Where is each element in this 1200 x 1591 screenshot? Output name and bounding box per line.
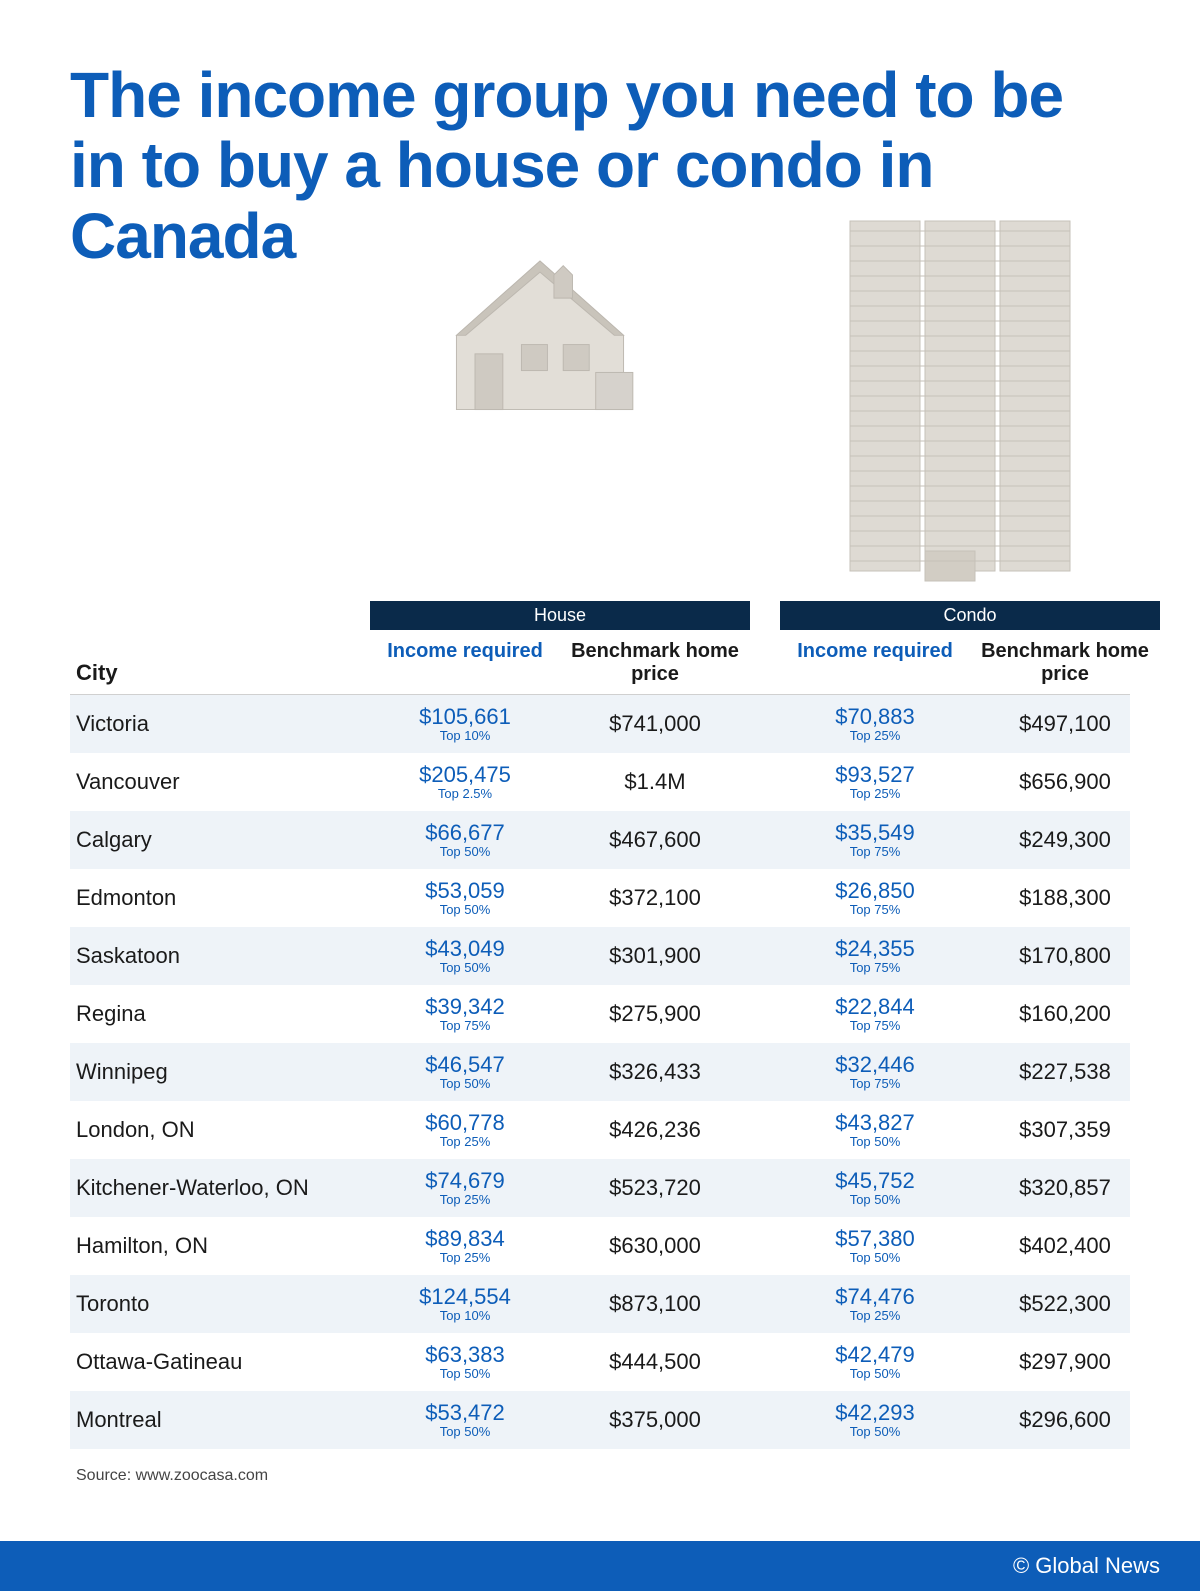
condo-income-cell: $24,355 Top 75%	[780, 937, 970, 974]
house-price-cell: $426,236	[560, 1117, 750, 1143]
condo-income-cell: $57,380 Top 50%	[780, 1227, 970, 1264]
column-header-city: City	[70, 660, 370, 686]
condo-price-cell: $170,800	[970, 943, 1160, 969]
house-price-cell: $467,600	[560, 827, 750, 853]
column-header-condo-income: Income required	[780, 640, 970, 686]
house-price-cell: $873,100	[560, 1291, 750, 1317]
house-income-cell: $46,547 Top 50%	[370, 1053, 560, 1090]
condo-price-cell: $296,600	[970, 1407, 1160, 1433]
city-cell: Edmonton	[70, 885, 370, 911]
city-cell: Ottawa-Gatineau	[70, 1349, 370, 1375]
city-cell: Regina	[70, 1001, 370, 1027]
house-price-cell: $444,500	[560, 1349, 750, 1375]
city-cell: Kitchener-Waterloo, ON	[70, 1175, 370, 1201]
table-row: Kitchener-Waterloo, ON $74,679 Top 25% $…	[70, 1159, 1130, 1217]
house-price-cell: $372,100	[560, 885, 750, 911]
house-price-cell: $326,433	[560, 1059, 750, 1085]
city-cell: Victoria	[70, 711, 370, 737]
condo-price-cell: $497,100	[970, 711, 1160, 737]
house-income-cell: $39,342 Top 75%	[370, 995, 560, 1032]
condo-price-cell: $160,200	[970, 1001, 1160, 1027]
house-income-cell: $53,059 Top 50%	[370, 879, 560, 916]
condo-income-cell: $35,549 Top 75%	[780, 821, 970, 858]
house-price-cell: $630,000	[560, 1233, 750, 1259]
house-income-cell: $124,554 Top 10%	[370, 1285, 560, 1322]
column-header-condo-price: Benchmark home price	[970, 640, 1160, 686]
table-row: Saskatoon $43,049 Top 50% $301,900 $24,3…	[70, 927, 1130, 985]
city-cell: Hamilton, ON	[70, 1233, 370, 1259]
house-income-cell: $89,834 Top 25%	[370, 1227, 560, 1264]
condo-income-cell: $70,883 Top 25%	[780, 705, 970, 742]
table-row: Victoria $105,661 Top 10% $741,000 $70,8…	[70, 695, 1130, 753]
house-income-cell: $105,661 Top 10%	[370, 705, 560, 742]
condo-income-cell: $22,844 Top 75%	[780, 995, 970, 1032]
city-cell: Winnipeg	[70, 1059, 370, 1085]
house-income-cell: $66,677 Top 50%	[370, 821, 560, 858]
city-cell: Toronto	[70, 1291, 370, 1317]
house-price-cell: $523,720	[560, 1175, 750, 1201]
house-price-cell: $275,900	[560, 1001, 750, 1027]
condo-price-cell: $522,300	[970, 1291, 1160, 1317]
category-header-house: House	[370, 601, 750, 630]
source-text: Source: www.zoocasa.com	[70, 1467, 1130, 1485]
condo-illustration	[820, 211, 1100, 591]
house-price-cell: $375,000	[560, 1407, 750, 1433]
condo-income-cell: $26,850 Top 75%	[780, 879, 970, 916]
footer-credit: © Global News	[0, 1541, 1200, 1591]
table-row: Regina $39,342 Top 75% $275,900 $22,844 …	[70, 985, 1130, 1043]
condo-price-cell: $249,300	[970, 827, 1160, 853]
table-row: London, ON $60,778 Top 25% $426,236 $43,…	[70, 1101, 1130, 1159]
house-income-cell: $53,472 Top 50%	[370, 1401, 560, 1438]
house-price-cell: $1.4M	[560, 769, 750, 795]
table-row: Calgary $66,677 Top 50% $467,600 $35,549…	[70, 811, 1130, 869]
table-row: Montreal $53,472 Top 50% $375,000 $42,29…	[70, 1391, 1130, 1449]
house-illustration	[400, 211, 680, 421]
city-cell: Saskatoon	[70, 943, 370, 969]
condo-income-cell: $93,527 Top 25%	[780, 763, 970, 800]
house-income-cell: $63,383 Top 50%	[370, 1343, 560, 1380]
house-income-cell: $60,778 Top 25%	[370, 1111, 560, 1148]
income-table: House Condo City Income required Benchma…	[70, 601, 1130, 1449]
table-row: Ottawa-Gatineau $63,383 Top 50% $444,500…	[70, 1333, 1130, 1391]
category-header-condo: Condo	[780, 601, 1160, 630]
house-income-cell: $74,679 Top 25%	[370, 1169, 560, 1206]
table-row: Hamilton, ON $89,834 Top 25% $630,000 $5…	[70, 1217, 1130, 1275]
condo-income-cell: $43,827 Top 50%	[780, 1111, 970, 1148]
condo-price-cell: $656,900	[970, 769, 1160, 795]
condo-price-cell: $297,900	[970, 1349, 1160, 1375]
city-cell: Calgary	[70, 827, 370, 853]
table-row: Edmonton $53,059 Top 50% $372,100 $26,85…	[70, 869, 1130, 927]
condo-price-cell: $188,300	[970, 885, 1160, 911]
house-price-cell: $301,900	[560, 943, 750, 969]
table-row: Toronto $124,554 Top 10% $873,100 $74,47…	[70, 1275, 1130, 1333]
city-cell: Vancouver	[70, 769, 370, 795]
condo-income-cell: $74,476 Top 25%	[780, 1285, 970, 1322]
condo-income-cell: $32,446 Top 75%	[780, 1053, 970, 1090]
condo-price-cell: $227,538	[970, 1059, 1160, 1085]
table-row: Vancouver $205,475 Top 2.5% $1.4M $93,52…	[70, 753, 1130, 811]
column-header-house-income: Income required	[370, 640, 560, 686]
house-income-cell: $43,049 Top 50%	[370, 937, 560, 974]
house-price-cell: $741,000	[560, 711, 750, 737]
table-row: Winnipeg $46,547 Top 50% $326,433 $32,44…	[70, 1043, 1130, 1101]
condo-income-cell: $45,752 Top 50%	[780, 1169, 970, 1206]
house-income-cell: $205,475 Top 2.5%	[370, 763, 560, 800]
city-cell: London, ON	[70, 1117, 370, 1143]
column-header-house-price: Benchmark home price	[560, 640, 750, 686]
condo-price-cell: $307,359	[970, 1117, 1160, 1143]
condo-price-cell: $402,400	[970, 1233, 1160, 1259]
condo-income-cell: $42,293 Top 50%	[780, 1401, 970, 1438]
condo-income-cell: $42,479 Top 50%	[780, 1343, 970, 1380]
city-cell: Montreal	[70, 1407, 370, 1433]
condo-price-cell: $320,857	[970, 1175, 1160, 1201]
